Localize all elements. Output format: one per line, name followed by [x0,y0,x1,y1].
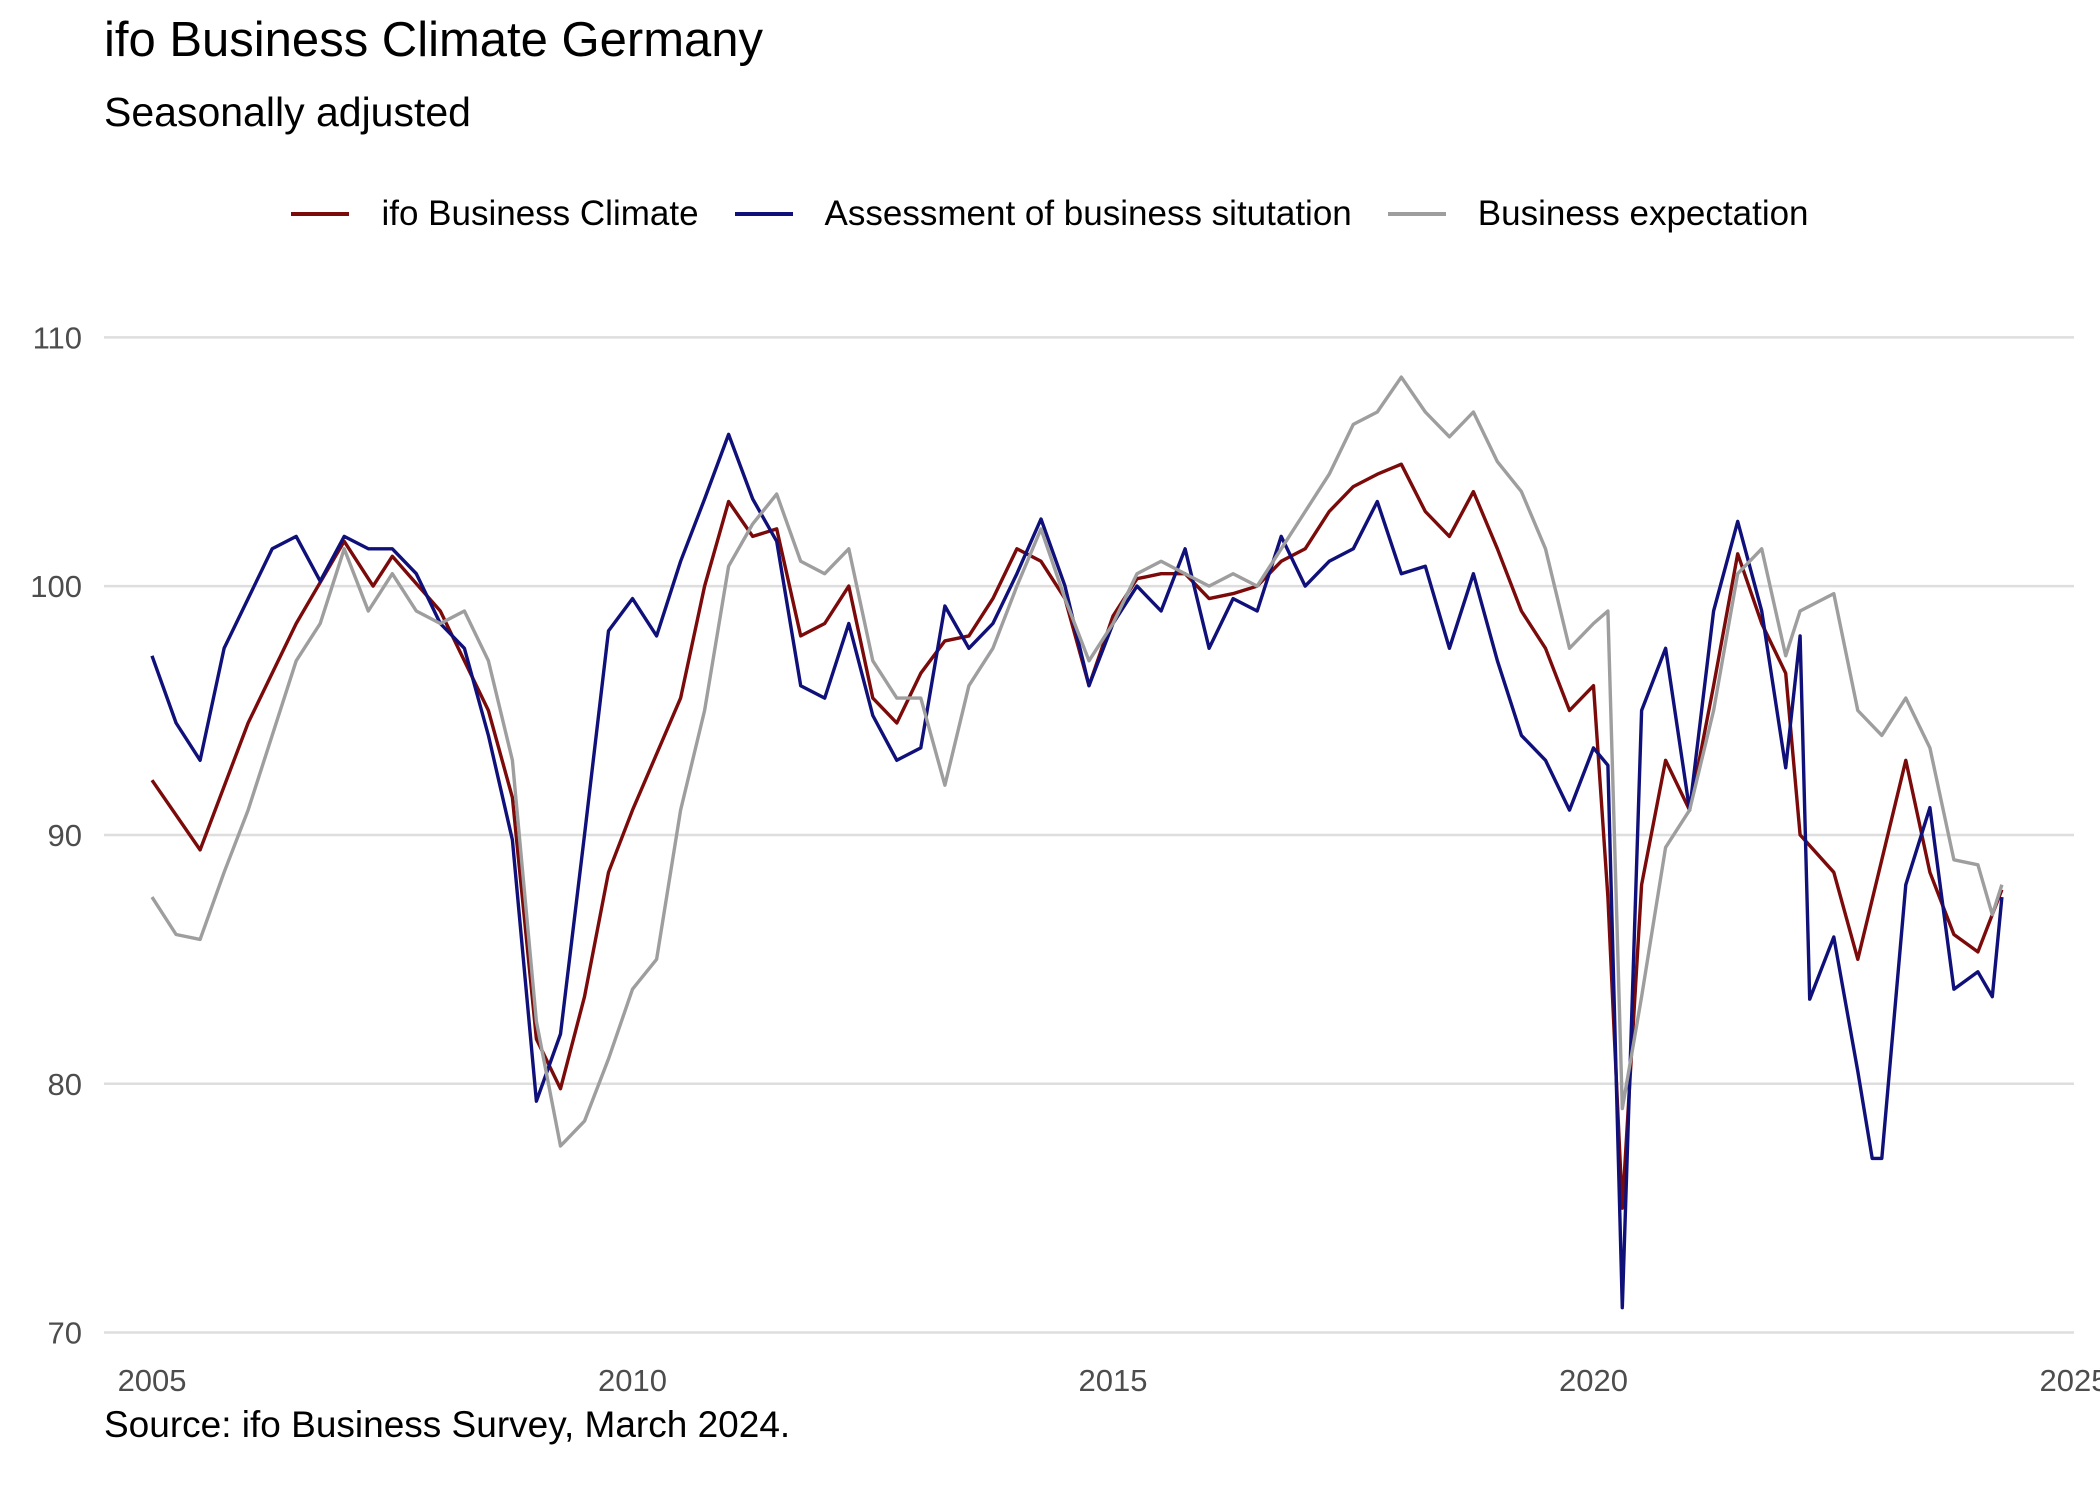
y-tick-label: 110 [33,320,82,355]
x-tick-label: 2005 [118,1363,187,1398]
x-tick-label: 2025 [2040,1363,2100,1398]
legend-key-situation [734,212,793,216]
source-note: Source: ifo Business Survey, March 2024. [104,1404,791,1445]
chart-subtitle: Seasonally adjusted [104,89,471,135]
legend-key-climate [291,212,350,216]
legend-item-climate: ifo Business Climate [291,194,699,234]
chart-title: ifo Business Climate Germany [104,13,764,67]
y-tick-label: 100 [30,569,82,604]
y-tick-label: 90 [48,818,82,853]
legend-item-situation: Assessment of business situtation [734,194,1352,234]
legend-label-expectation: Business expectation [1477,194,1809,233]
x-tick-label: 2015 [1079,1363,1148,1398]
legend-label-climate: ifo Business Climate [381,194,699,233]
series-line-3 [150,375,2004,1148]
y-tick-label: 80 [48,1067,82,1102]
legend-label-situation: Assessment of business situtation [824,194,1352,233]
series-line-1 [150,462,2004,1210]
series-line-2 [150,432,2004,1310]
legend-item-expectation: Business expectation [1387,194,1809,234]
y-tick-label: 70 [48,1316,82,1351]
legend: ifo Business Climate Assessment of busin… [0,194,2100,234]
legend-key-expectation [1387,212,1446,216]
x-tick-label: 2020 [1559,1363,1628,1398]
x-tick-label: 2010 [598,1363,667,1398]
